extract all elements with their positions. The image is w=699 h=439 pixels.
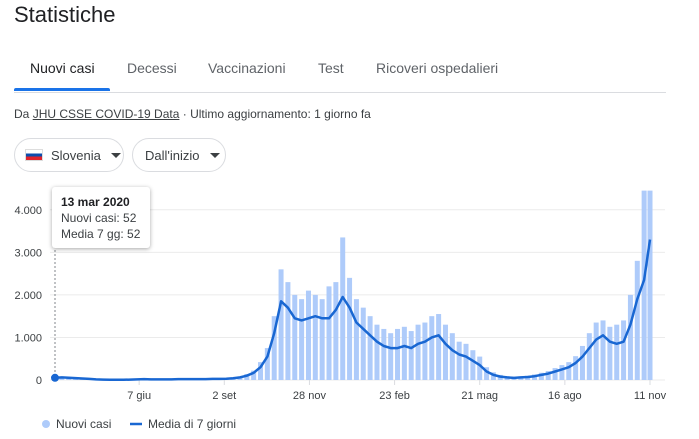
source-link[interactable]: JHU CSSE COVID-19 Data	[32, 107, 180, 121]
bar	[442, 324, 448, 380]
bar	[285, 282, 291, 380]
tab[interactable]: Nuovi casi	[30, 60, 95, 76]
tooltip-cases: Nuovi casi: 52	[61, 211, 137, 225]
bar	[292, 294, 298, 380]
bar	[251, 370, 257, 380]
tab[interactable]: Decessi	[127, 60, 177, 76]
bar	[538, 372, 544, 380]
bar	[264, 348, 270, 380]
bar	[360, 307, 366, 380]
bar	[299, 299, 305, 380]
bar	[374, 324, 380, 380]
bar	[381, 328, 387, 380]
tab[interactable]: Vaccinazioni	[208, 60, 286, 76]
period-dropdown[interactable]: Dall'inizio	[132, 138, 226, 172]
bar	[347, 277, 353, 380]
region-dropdown[interactable]: Slovenia	[14, 138, 124, 172]
bar	[258, 362, 264, 380]
bar	[641, 190, 647, 380]
y-tick-label: 3.000	[14, 247, 42, 259]
bar	[593, 322, 599, 380]
bar	[422, 322, 428, 380]
caret	[209, 152, 220, 158]
bar	[573, 356, 579, 380]
bar	[244, 374, 250, 380]
bar	[278, 269, 284, 380]
x-tick-label: 2 set	[212, 390, 236, 402]
flag	[25, 149, 43, 161]
bar	[586, 333, 592, 380]
bar	[340, 237, 346, 380]
chart: 0 1.000 2.000 3.000 4.000 7 giu 2 set 28 nov 23 …	[14, 190, 667, 431]
bar	[607, 326, 613, 380]
x-tick-label: 16 ago	[548, 390, 582, 402]
bar	[627, 294, 633, 380]
bar	[436, 314, 442, 380]
y-tick-label: 4.000	[14, 205, 42, 217]
y-tick-label: 1.000	[14, 332, 42, 344]
bar	[333, 282, 339, 380]
tooltip-average: Media 7 gg: 52	[61, 227, 141, 241]
bar	[312, 294, 318, 380]
bar	[463, 343, 469, 380]
x-tick-label: 28 nov	[293, 390, 327, 402]
bar	[353, 299, 359, 380]
bar	[388, 333, 394, 380]
region: Slovenia	[51, 147, 101, 163]
legend-swatch	[42, 420, 50, 428]
y-tick-label: 2.000	[14, 290, 42, 302]
bar	[367, 316, 373, 380]
bar	[559, 365, 565, 380]
bar	[477, 356, 483, 380]
hover-point	[51, 373, 59, 382]
bar	[600, 320, 606, 380]
bar	[415, 324, 421, 380]
update-info: · Ultimo aggiornamento: 1 giorno fa	[182, 107, 371, 121]
bar	[484, 367, 490, 380]
line	[54, 239, 652, 382]
bar	[614, 324, 620, 380]
tooltip: 13 mar 2020 Nuovi casi: 52 Media 7 gg: 5…	[52, 187, 150, 248]
bar	[401, 326, 407, 380]
bar	[319, 299, 325, 380]
x-tick-label: 23 feb	[379, 390, 410, 402]
bar	[552, 368, 558, 380]
source-line: Da JHU CSSE COVID-19 Data · Ultimo aggio…	[14, 107, 371, 121]
tab[interactable]: Ricoveri ospedalieri	[376, 60, 499, 76]
x-tick-label: 21 mag	[461, 390, 498, 402]
bar	[621, 320, 627, 380]
tab[interactable]: Test	[318, 60, 344, 76]
bar	[470, 350, 476, 380]
bar	[429, 316, 435, 380]
caret	[110, 152, 121, 158]
bar	[634, 260, 640, 380]
bar	[566, 362, 572, 380]
x-tick-label: 7 giu	[127, 390, 151, 402]
bar	[408, 331, 414, 380]
tab-indicator	[14, 88, 110, 91]
tooltip-date: 13 mar 2020	[61, 195, 130, 209]
bar	[456, 341, 462, 380]
legend-label: Nuovi casi	[56, 417, 111, 431]
legend-label: Media di 7 giorni	[148, 417, 236, 431]
bar	[545, 371, 551, 380]
x-tick-label: 11 nov	[634, 390, 667, 402]
period: Dall'inizio	[145, 147, 200, 163]
bar	[395, 328, 401, 380]
bar	[449, 333, 455, 380]
page-title: Statistiche	[14, 2, 116, 27]
bar	[647, 190, 653, 380]
y-tick-label: 0	[36, 375, 42, 387]
bar	[305, 290, 311, 380]
tab-bar: Nuovi casi Decessi Vaccinazioni Test Ric…	[14, 58, 666, 93]
bar	[579, 345, 585, 380]
bar	[326, 286, 332, 380]
source-prefix: Da	[14, 107, 30, 121]
bar	[271, 316, 277, 380]
